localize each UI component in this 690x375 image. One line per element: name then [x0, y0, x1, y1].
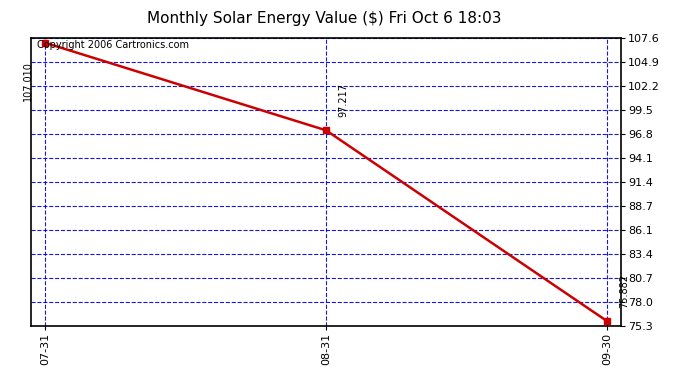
Text: 107.010: 107.010 [23, 61, 33, 100]
Text: Monthly Solar Energy Value ($) Fri Oct 6 18:03: Monthly Solar Energy Value ($) Fri Oct 6… [147, 11, 502, 26]
Text: 75.882: 75.882 [619, 274, 629, 308]
Text: Copyright 2006 Cartronics.com: Copyright 2006 Cartronics.com [37, 40, 189, 50]
Text: 97.217: 97.217 [338, 83, 348, 117]
